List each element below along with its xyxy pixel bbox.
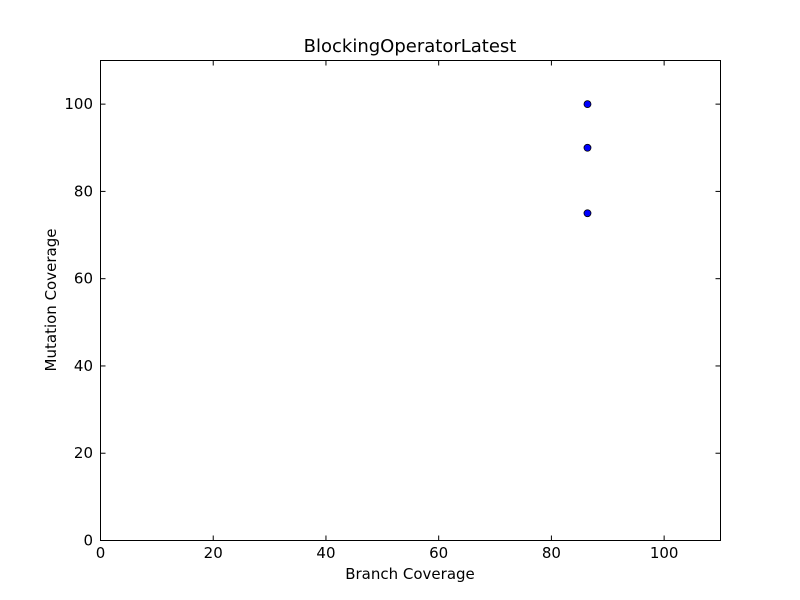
x-tick-label: 0 xyxy=(96,544,106,562)
y-tick-label: 80 xyxy=(74,182,93,200)
x-tick-label: 20 xyxy=(204,544,223,562)
data-points xyxy=(583,100,592,218)
x-tick-label: 40 xyxy=(316,544,335,562)
x-tick-label: 100 xyxy=(650,544,679,562)
y-tick-label: 20 xyxy=(74,444,93,462)
x-axis-label: Branch Coverage xyxy=(345,565,475,583)
plot-frame xyxy=(100,60,721,541)
chart-title: BlockingOperatorLatest xyxy=(304,36,517,57)
x-tick-label: 60 xyxy=(429,544,448,562)
axis-ticks: 0 20 40 60 80 100 0 20 40 60 80 100 xyxy=(64,60,721,562)
y-tick-label: 0 xyxy=(83,532,93,550)
y-tick-label: 40 xyxy=(74,357,93,375)
y-axis-label: Mutation Coverage xyxy=(42,229,60,372)
y-tick-label: 60 xyxy=(74,270,93,288)
y-tick-label: 100 xyxy=(64,95,93,113)
data-point xyxy=(583,143,592,152)
x-tick-label: 80 xyxy=(542,544,561,562)
data-point xyxy=(583,209,592,218)
data-point xyxy=(583,100,592,109)
